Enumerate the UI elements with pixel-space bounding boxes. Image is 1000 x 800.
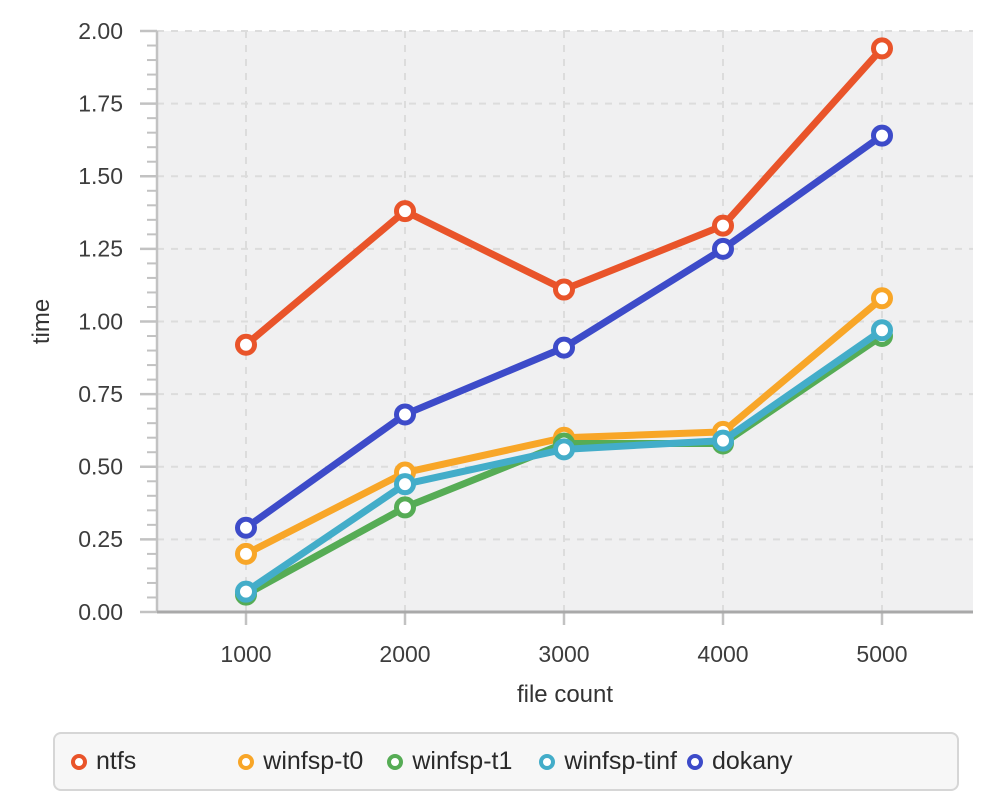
legend-item-winfsp-t0[interactable]: winfsp-t0 (238, 749, 363, 774)
x-tick-label: 2000 (379, 641, 430, 667)
y-tick-label: 0.50 (78, 454, 123, 480)
legend-label: winfsp-t1 (412, 747, 513, 775)
data-point-marker (871, 319, 893, 342)
y-tick-label: 1.75 (78, 90, 123, 116)
legend-label: ntfs (96, 747, 137, 775)
x-tick-label: 1000 (220, 641, 271, 667)
data-point-marker (553, 336, 575, 359)
line-chart: 0.00 0.25 0.50 0.75 1.00 1.25 1.50 1.75 2.00 1000… (28, 18, 973, 708)
data-point-marker (871, 37, 893, 60)
x-tick-label: 3000 (538, 641, 589, 667)
data-point-marker (712, 214, 734, 237)
y-tick-label: 1.00 (78, 308, 123, 334)
x-axis-title: file count (517, 681, 613, 708)
legend-label: winfsp-t0 (263, 747, 364, 775)
x-tick-label: 5000 (856, 641, 907, 667)
data-point-marker (235, 580, 257, 603)
y-tick-label: 1.25 (78, 236, 123, 262)
series-ntfs (235, 37, 893, 356)
data-point-marker (553, 278, 575, 301)
series-dokany (235, 124, 893, 539)
legend-item-dokany[interactable]: dokany (686, 747, 793, 775)
y-tick-label: 0.00 (78, 599, 123, 625)
y-axis-title: time (28, 299, 55, 344)
legend-marker-winfsp-tinf-icon (539, 753, 556, 770)
legend-item-winfsp-tinf[interactable]: winfsp-tinf (539, 749, 677, 774)
series-winfsp-tinf (235, 319, 893, 603)
y-tick-label: 1.50 (78, 163, 123, 189)
legend-marker-ntfs-icon (71, 753, 87, 770)
data-point-marker (712, 429, 734, 452)
data-point-marker (235, 333, 257, 356)
data-point-marker (871, 287, 893, 310)
data-point-marker (553, 438, 575, 461)
data-point-marker (394, 473, 416, 496)
y-tick-label: 0.25 (78, 526, 123, 552)
legend-item-winfsp-t1[interactable]: winfsp-t1 (387, 749, 512, 774)
x-tick-label: 4000 (697, 641, 748, 667)
chart-legend: ntfs winfsp-t0 winfsp-t1 winfsp-tinf dokany (53, 732, 959, 791)
data-point-marker (235, 516, 257, 539)
legend-marker-winfsp-t1-icon (387, 753, 404, 770)
gridlines (157, 30, 973, 612)
axis-ticks (140, 29, 884, 625)
legend-label: winfsp-tinf (564, 747, 677, 775)
data-point-marker (394, 200, 416, 223)
data-point-marker (712, 237, 734, 260)
legend-marker-winfsp-t0-icon (238, 753, 255, 770)
data-point-marker (394, 496, 416, 519)
legend-item-ntfs[interactable]: ntfs (71, 749, 136, 774)
data-point-marker (394, 403, 416, 426)
y-tick-label: 2.00 (78, 18, 123, 44)
legend-label: dokany (711, 747, 793, 775)
data-point-marker (871, 124, 893, 147)
y-tick-label: 0.75 (78, 381, 123, 407)
legend-marker-dokany-icon (686, 753, 703, 770)
data-point-marker (235, 542, 257, 565)
